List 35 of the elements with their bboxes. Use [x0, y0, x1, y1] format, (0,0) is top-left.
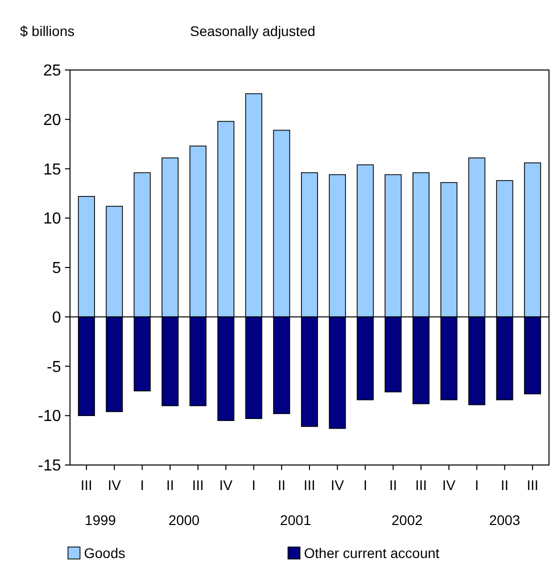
x-tick-label: II — [166, 477, 174, 493]
x-tick-label: I — [252, 477, 256, 493]
x-tick-label: III — [415, 477, 427, 493]
y-tick-label: -5 — [46, 358, 62, 376]
text: 2003 — [489, 512, 520, 528]
y-axis-title: $ billions — [20, 23, 74, 39]
text: 1999 — [84, 512, 116, 528]
x-tick-label: II — [500, 477, 509, 493]
x-tick-label: III — [80, 477, 92, 493]
y-tick-label: 20 — [43, 112, 62, 129]
x-tick-label: III — [192, 477, 204, 493]
x-tick-label: I — [140, 477, 144, 493]
y-tick-label: -15 — [38, 458, 62, 475]
x-tick-label: II — [278, 477, 286, 493]
x-tick-label: I — [363, 477, 368, 493]
y-tick-label: -10 — [38, 408, 62, 426]
y-tick-label: 10 — [43, 210, 62, 228]
x-tick-label: IV — [330, 477, 345, 493]
x-tick-label: IV — [442, 477, 456, 493]
chart-subtitle: Seasonally adjusted — [190, 23, 316, 39]
y-tick-label: 25 — [43, 62, 62, 80]
x-tick-label: I — [474, 477, 479, 493]
text: 2000 — [168, 512, 200, 528]
x-tick-label: II — [389, 477, 398, 493]
y-tick-label: 5 — [52, 260, 62, 278]
text: 2001 — [280, 512, 312, 528]
x-tick-label: IV — [108, 477, 122, 493]
x-tick-label: III — [526, 477, 538, 493]
legend-label: Goods — [84, 545, 126, 561]
y-tick-label: 15 — [43, 161, 62, 178]
y-tick-label: 0 — [52, 309, 62, 326]
text: 2002 — [392, 512, 423, 528]
x-tick-label: III — [304, 477, 316, 493]
legend-label: Other current account — [304, 545, 440, 561]
x-tick-label: IV — [219, 477, 234, 493]
